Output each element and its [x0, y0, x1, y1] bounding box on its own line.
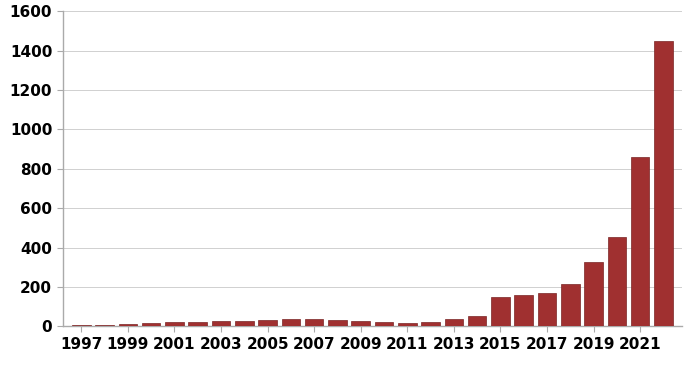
Bar [514, 295, 533, 326]
Bar [72, 325, 90, 326]
Bar [328, 320, 347, 326]
Bar [374, 322, 393, 326]
Bar [189, 322, 207, 326]
Bar [654, 41, 673, 326]
Bar [491, 297, 509, 326]
Bar [584, 262, 603, 326]
Bar [608, 237, 626, 326]
Bar [538, 293, 556, 326]
Bar [305, 319, 324, 326]
Bar [165, 322, 184, 326]
Bar [445, 319, 463, 326]
Bar [95, 325, 114, 326]
Bar [561, 283, 580, 326]
Bar [212, 321, 230, 326]
Bar [351, 321, 370, 326]
Bar [282, 319, 300, 326]
Bar [421, 322, 440, 326]
Bar [118, 324, 137, 326]
Bar [235, 321, 253, 326]
Bar [398, 323, 417, 326]
Bar [142, 323, 161, 326]
Bar [631, 157, 649, 326]
Bar [258, 319, 277, 326]
Bar [468, 316, 487, 326]
